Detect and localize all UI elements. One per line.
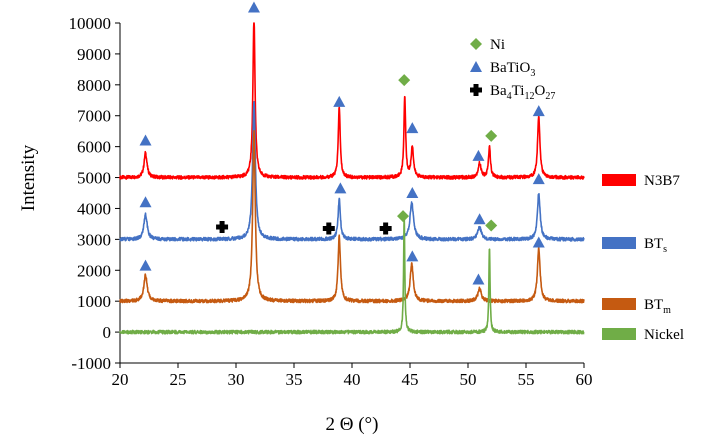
x-tick-label: 45: [402, 370, 419, 389]
legend-text-part: Ni: [490, 37, 505, 53]
triangle-peak-marker: [334, 182, 347, 194]
diamond-peak-marker: [485, 129, 498, 142]
legend-text-part: Ti: [512, 83, 525, 99]
x-tick-label: 25: [170, 370, 187, 389]
x-tick-label: 40: [344, 370, 361, 389]
series-label-n3b7: N3B7: [644, 173, 680, 189]
triangle-peak-marker: [406, 250, 419, 262]
triangle-peak-marker: [532, 236, 545, 248]
legend-subscript: 12: [524, 91, 534, 102]
legend-entry-label: Ni: [490, 37, 505, 53]
series-line-bts: [119, 100, 585, 242]
series-swatch-bts: [602, 237, 636, 249]
series-swatch-nickel: [602, 328, 636, 340]
y-tick-label: 3000: [77, 230, 111, 249]
series-label-subscript: s: [663, 244, 667, 255]
triangle-peak-marker: [406, 122, 419, 134]
series-label-bts: BTs: [644, 236, 667, 255]
x-tick-label: 60: [576, 370, 593, 389]
x-tick-label: 55: [518, 370, 535, 389]
x-tick-label: 20: [112, 370, 129, 389]
peak-markers: [139, 1, 545, 285]
legend-triangle-icon: [470, 61, 482, 72]
triangle-peak-marker: [139, 259, 152, 271]
series-swatch-n3b7: [602, 174, 636, 186]
series-label-main: BT: [644, 236, 663, 252]
triangle-peak-marker: [406, 187, 419, 198]
legend-text-part: Ba: [490, 83, 507, 99]
x-tick-label: 35: [286, 370, 303, 389]
y-tick-label: 5000: [77, 169, 111, 188]
y-tick-label: 10000: [69, 14, 112, 33]
y-axis-title-text: Intensity: [18, 144, 39, 211]
y-axis-title: Intensity: [18, 144, 39, 211]
series-label-main: N3B7: [644, 173, 680, 189]
legend-text-part: O: [534, 83, 545, 99]
y-tick-label: 6000: [77, 138, 111, 157]
y-tick-label: 1000: [77, 292, 111, 311]
legend-diamond-icon: [470, 38, 482, 50]
triangle-peak-marker: [532, 105, 545, 117]
y-tick-label: 7000: [77, 107, 111, 126]
series-label-main: BT: [644, 297, 663, 313]
x-tick-label: 50: [460, 370, 477, 389]
legend-entry-label: Ba4Ti12O27: [490, 83, 555, 102]
cross-peak-marker: [216, 221, 229, 233]
series-line-n3b7: [119, 22, 585, 180]
triangle-peak-marker: [247, 1, 260, 13]
y-tick-label: 0: [103, 323, 112, 342]
y-tick-label: -1000: [71, 354, 111, 373]
triangle-peak-marker: [333, 95, 346, 107]
series-label-subscript: m: [663, 305, 671, 316]
triangle-peak-marker: [139, 134, 152, 146]
triangle-peak-marker: [473, 213, 486, 225]
legend-subscript: 3: [530, 68, 535, 79]
tick-labels: 20 25 30 35 40 45 50 55 60 -1000 0 1000 2000 3000 4000…: [69, 14, 593, 389]
y-tick-label: 2000: [77, 261, 111, 280]
cross-peak-marker: [379, 222, 392, 235]
triangle-peak-marker: [532, 173, 545, 185]
legend-entry-label: BaTiO3: [490, 60, 535, 79]
diamond-peak-marker: [397, 210, 410, 223]
y-tick-label: 9000: [77, 45, 111, 64]
series-label-main: Nickel: [644, 327, 684, 343]
x-tick-label: 30: [228, 370, 245, 389]
x-axis-title: 2 Θ (°): [326, 414, 379, 435]
series-line-btm: [119, 130, 585, 304]
diamond-peak-marker: [398, 74, 411, 87]
legend-subscript: 4: [507, 91, 512, 102]
series-label-btm: BTm: [644, 297, 671, 316]
diamond-peak-marker: [485, 219, 498, 232]
triangle-peak-marker: [139, 196, 152, 208]
series-swatch-btm: [602, 298, 636, 310]
triangle-peak-marker: [472, 273, 485, 285]
series-label-nickel: Nickel: [644, 327, 684, 343]
legend-text-part: BaTiO: [490, 60, 530, 76]
y-tick-label: 8000: [77, 76, 111, 95]
y-tick-label: 4000: [77, 199, 111, 218]
series-line-nickel: [119, 213, 585, 335]
triangle-peak-marker: [472, 149, 485, 161]
legend-subscript: 27: [545, 91, 555, 102]
legend-cross-icon: [470, 84, 482, 96]
series-lines: [119, 22, 585, 335]
cross-peak-marker: [322, 222, 335, 235]
axes: [115, 22, 585, 368]
